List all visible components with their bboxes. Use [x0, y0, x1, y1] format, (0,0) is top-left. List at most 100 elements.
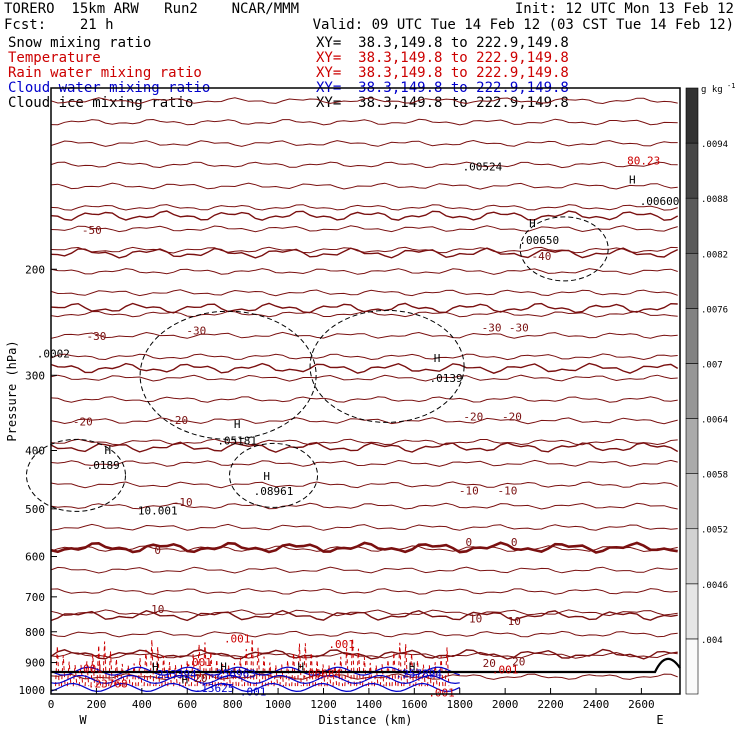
rain-water-contour [179, 664, 184, 687]
rain-water-contour [220, 664, 225, 687]
y-tick-label: 400 [25, 445, 45, 458]
temperature-contour [50, 302, 678, 314]
x-axis-east-label: E [656, 713, 663, 727]
temperature-label: 10 [508, 615, 521, 628]
terrain-line [51, 657, 681, 674]
cloud-water-contour [50, 675, 460, 685]
x-tick-label: 0 [48, 698, 55, 711]
theta-contour [50, 459, 678, 467]
theta-contour [50, 545, 678, 553]
rain-water-contour [279, 664, 285, 687]
plot-frame [50, 87, 681, 695]
field-value-label: .05181 [217, 435, 257, 448]
legend-field-xy: XY= 38.3,149.8 to 222.9,149.8 [316, 50, 569, 66]
temperature-label: 10 [151, 603, 164, 616]
maximum-marker: H [220, 661, 227, 674]
temperature-label: -30 [482, 322, 502, 335]
rain-water-contour [232, 663, 237, 687]
colorbar-bin [685, 308, 699, 364]
colorbar-unit-label: g kg [701, 85, 723, 95]
theta-contour [50, 523, 678, 531]
rain-water-contour [332, 662, 338, 687]
temperature-label: 0 [466, 536, 473, 549]
temperature-label: -20 [73, 415, 93, 428]
x-tick-label: 1400 [356, 698, 383, 711]
theta-contour [50, 118, 678, 126]
rain-water-contour [285, 660, 290, 687]
legend-field-name: Temperature [8, 50, 101, 66]
temperature-contour [50, 247, 679, 259]
y-tick-label: 500 [25, 503, 45, 516]
colorbar-tick-label: .007 [701, 360, 723, 370]
x-tick-label: 200 [86, 698, 106, 711]
temperature-label: -30 [509, 322, 529, 335]
maximum-marker: H [234, 418, 241, 431]
cloud-water-contour [50, 682, 460, 693]
field-value-label: 10.001 [138, 504, 178, 517]
rain-water-contour [391, 652, 397, 687]
rain-water-contour [173, 665, 178, 687]
rain-water-contour [444, 647, 450, 687]
theta-contour [50, 502, 678, 510]
x-tick-label: 2000 [492, 698, 519, 711]
temperature-contour [50, 441, 679, 453]
colorbar-tick-label: .0046 [701, 581, 728, 591]
rain-water-contour [214, 659, 220, 687]
field-value-label: .213394 [150, 668, 197, 681]
field-value-label: .001 [224, 633, 251, 646]
maximum-marker: H [297, 661, 304, 674]
cloud-ice-contour [139, 310, 317, 440]
init-line: Init: 12 UTC Mon 13 Feb 12 [514, 1, 734, 17]
field-value-label: .23768 [88, 677, 128, 690]
x-axis-title: Distance (km) [319, 713, 413, 727]
colorbar-tick-label: .0052 [701, 526, 728, 536]
maximum-marker: H [182, 673, 189, 686]
colorbar-bin [685, 142, 699, 199]
colorbar-bin [685, 197, 699, 254]
x-tick-label: 1000 [265, 698, 292, 711]
temperature-label: -10 [459, 484, 479, 497]
theta-contour [50, 438, 678, 446]
maximum-marker: H [629, 173, 636, 186]
theta-contour [50, 396, 678, 403]
colorbar-unit-exponent: -1 [727, 82, 735, 90]
field-value-label: .0002 [37, 347, 70, 360]
x-tick-label: 1200 [310, 698, 337, 711]
maximum-marker: H [104, 444, 111, 457]
valid-line: Valid: 09 UTC Tue 14 Feb 12 (03 CST Tue … [312, 17, 734, 33]
rain-water-contour [438, 656, 444, 687]
rain-water-contour [190, 653, 196, 687]
theta-contour [50, 588, 678, 595]
x-tick-label: 2400 [583, 698, 610, 711]
field-value-label: .00650 [519, 234, 559, 247]
colorbar-bin [685, 473, 699, 530]
rain-water-contour [314, 660, 320, 687]
rain-water-contour [243, 649, 249, 687]
rain-water-contour [362, 657, 367, 687]
colorbar-bin [685, 87, 699, 144]
field-value-label: .0189 [87, 459, 120, 472]
temperature-label: 0 [154, 544, 161, 557]
fcst-line: Fcst: 21 h [4, 17, 114, 33]
theta-contour [50, 673, 678, 681]
theta-contour [50, 161, 678, 169]
rain-water-contour [379, 664, 385, 687]
temperature-label: -30 [86, 330, 106, 343]
field-value-label: .08961 [254, 485, 294, 498]
rain-water-contour [167, 662, 172, 687]
colorbar-bin [685, 418, 699, 474]
y-tick-label: 1000 [19, 684, 46, 697]
temperature-label: -30 [186, 325, 206, 338]
y-tick-label: 800 [25, 626, 45, 639]
colorbar-tick-label: .0058 [701, 471, 728, 481]
temperature-contour [50, 210, 679, 221]
temperature-label: 20 [483, 657, 496, 670]
temperature-contour [50, 541, 678, 554]
x-tick-label: 2200 [537, 698, 564, 711]
colorbar-tick-label: .004 [701, 636, 723, 646]
model-line: TORERO 15km ARW Run2 NCAR/MMM [4, 1, 300, 17]
field-value-label: .001 [240, 685, 267, 698]
temperature-label: -10 [173, 496, 193, 509]
rain-water-contour [432, 662, 438, 687]
field-value-label: .00600 [640, 195, 680, 208]
